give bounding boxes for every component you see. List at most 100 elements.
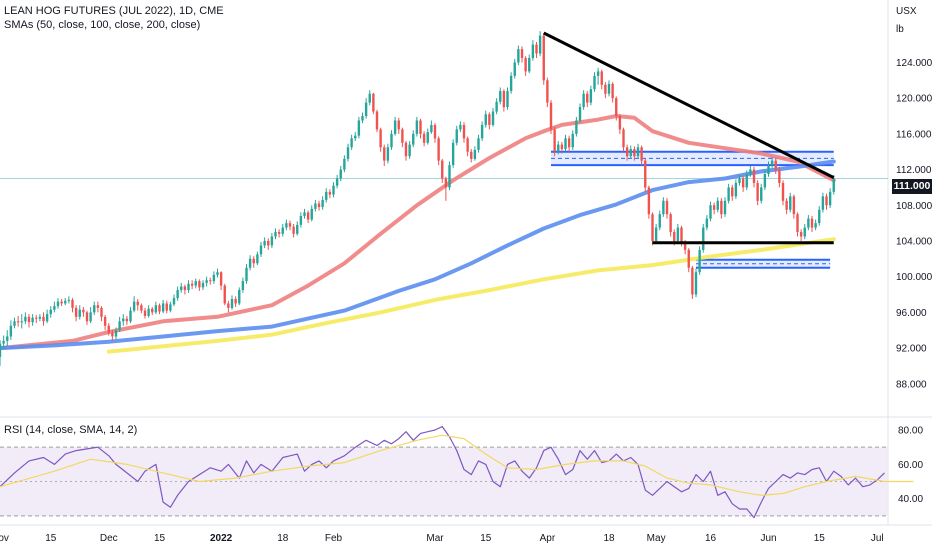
resistance-trendline bbox=[543, 31, 835, 179]
candle-body bbox=[390, 133, 393, 148]
rsi-line bbox=[0, 426, 885, 519]
rsi-ma-line bbox=[0, 434, 914, 496]
candle-body bbox=[114, 330, 118, 337]
rsi-legend[interactable]: RSI (14, close, SMA, 14, 2) bbox=[4, 424, 138, 436]
sma-100-line bbox=[0, 159, 836, 351]
candle-body bbox=[328, 191, 332, 195]
candle-body bbox=[216, 272, 219, 275]
candle-body bbox=[760, 187, 763, 201]
candle-body bbox=[205, 280, 208, 283]
candle-body bbox=[60, 301, 63, 304]
candle-body bbox=[702, 227, 705, 250]
candle-body bbox=[712, 205, 716, 210]
candle-body bbox=[209, 280, 212, 282]
candle-body bbox=[165, 303, 168, 311]
candle-body bbox=[0, 343, 2, 357]
candle-body bbox=[448, 165, 451, 188]
candle-body bbox=[731, 187, 734, 197]
candle-body bbox=[136, 301, 139, 306]
candle-body bbox=[6, 336, 9, 341]
sma-legend[interactable]: SMAs (50, close, 100, close, 200, close) bbox=[4, 19, 201, 31]
candle-body bbox=[691, 267, 694, 295]
candle-body bbox=[687, 249, 690, 268]
candle-body bbox=[13, 321, 16, 326]
candle-body bbox=[582, 93, 585, 108]
candle-body bbox=[517, 49, 520, 63]
candle-body bbox=[419, 120, 422, 134]
candle-body bbox=[176, 290, 179, 299]
candle-body bbox=[520, 49, 524, 59]
candle-body bbox=[662, 200, 665, 215]
candle-body bbox=[422, 133, 426, 143]
candle-body bbox=[557, 144, 560, 152]
candle-body bbox=[332, 185, 335, 195]
axis-layer: 124.000 120.000 116.000 112.000 108.000 104.0… bbox=[0, 58, 932, 544]
candle-body bbox=[513, 62, 516, 76]
price-tick-label: 124.000 bbox=[896, 58, 932, 69]
candle-body bbox=[143, 310, 147, 316]
candle-body bbox=[375, 111, 379, 130]
candle-body bbox=[379, 129, 382, 148]
candle-body bbox=[796, 214, 799, 233]
candle-body bbox=[151, 308, 154, 313]
time-tick-label: 15 bbox=[814, 533, 826, 544]
candle-body bbox=[752, 169, 756, 183]
candle-body bbox=[444, 178, 448, 188]
candle-body bbox=[361, 116, 364, 121]
candle-body bbox=[252, 258, 255, 264]
candle-body bbox=[807, 218, 810, 228]
time-tick-label: 18 bbox=[277, 533, 289, 544]
candle-body bbox=[2, 340, 5, 344]
price-tick-label: 88.000 bbox=[896, 379, 927, 390]
grid-layer bbox=[0, 0, 932, 526]
candle-body bbox=[651, 214, 654, 241]
candle-body bbox=[462, 124, 466, 139]
candle-body bbox=[625, 147, 629, 157]
candle-body bbox=[466, 138, 469, 152]
time-tick-label: Jun bbox=[760, 533, 776, 544]
zone-fill bbox=[696, 259, 831, 268]
candle-body bbox=[531, 44, 535, 59]
candle-body bbox=[622, 129, 625, 148]
candle-body bbox=[49, 309, 52, 315]
candle-body bbox=[803, 227, 806, 237]
time-tick-label: 15 bbox=[45, 533, 57, 544]
candle-body bbox=[53, 306, 56, 310]
candle-body bbox=[285, 223, 288, 228]
candle-body bbox=[673, 232, 676, 241]
candle-body bbox=[350, 138, 353, 148]
candle-body bbox=[593, 75, 596, 90]
candle-body bbox=[437, 138, 440, 161]
candle-body bbox=[818, 209, 821, 224]
price-tick-label: 100.000 bbox=[896, 272, 932, 283]
candle-body bbox=[180, 286, 183, 291]
candle-body bbox=[792, 196, 796, 215]
candle-body bbox=[654, 227, 658, 241]
candle-body bbox=[248, 258, 252, 268]
candle-body bbox=[542, 35, 545, 81]
candle-body bbox=[480, 124, 484, 139]
candle-body bbox=[161, 303, 165, 312]
candle-body bbox=[694, 272, 698, 295]
time-tick-label: 16 bbox=[705, 533, 717, 544]
candle-body bbox=[553, 129, 556, 152]
candle-body bbox=[546, 80, 549, 103]
candle-body bbox=[502, 91, 506, 108]
unit-label: lb bbox=[896, 24, 904, 35]
price-tick-label: 104.000 bbox=[896, 236, 932, 247]
candle-body bbox=[172, 298, 176, 305]
candle-body bbox=[343, 158, 346, 170]
candle-body bbox=[477, 138, 480, 150]
candle-body bbox=[263, 240, 266, 246]
candle-body bbox=[31, 317, 34, 323]
symbol-title[interactable]: LEAN HOG FUTURES (JUL 2022), 1D, CME bbox=[4, 5, 224, 17]
candle-body bbox=[412, 133, 415, 145]
candle-body bbox=[607, 83, 611, 94]
candle-body bbox=[658, 214, 661, 228]
candle-body bbox=[212, 274, 216, 282]
candle-body bbox=[190, 283, 194, 286]
candle-body bbox=[357, 120, 361, 136]
candle-body bbox=[296, 224, 299, 234]
candle-body bbox=[346, 147, 350, 159]
